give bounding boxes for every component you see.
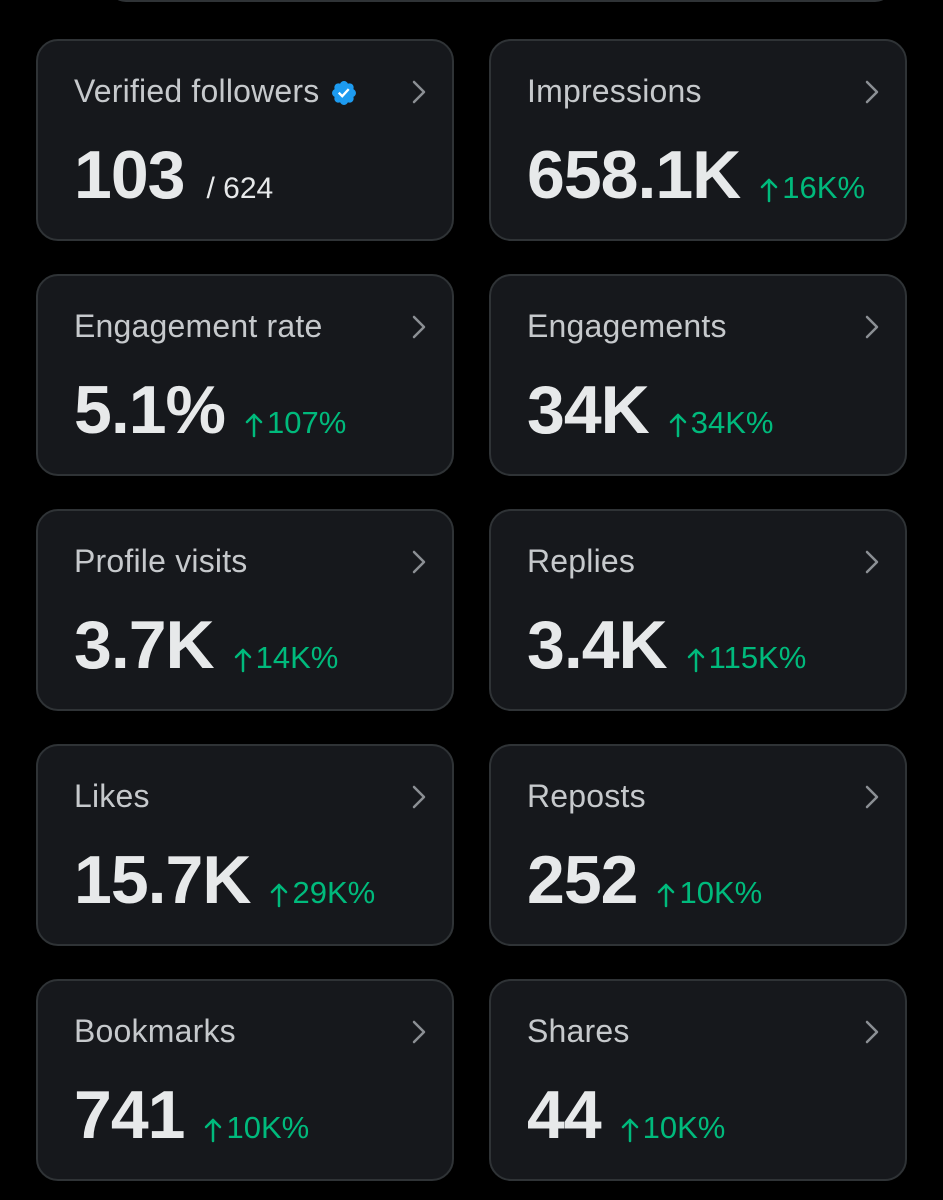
card-likes[interactable]: Likes 15.7K 29K% — [36, 744, 454, 946]
value-row: 44 10K% — [527, 1081, 725, 1149]
chevron-right-icon — [412, 1020, 426, 1044]
metric-value: 103 — [74, 137, 185, 213]
arrow-up-icon — [245, 413, 263, 438]
card-label-row: Engagement rate — [74, 308, 323, 345]
metric-value: 252 — [527, 842, 638, 918]
card-label: Engagement rate — [74, 308, 323, 344]
metric-change: 29K% — [270, 875, 375, 911]
card-label-row: Verified followers — [74, 73, 358, 110]
card-label-row: Reposts — [527, 778, 646, 815]
card-label: Reposts — [527, 778, 646, 814]
metric-change: 10K% — [657, 875, 762, 911]
card-label-row: Engagements — [527, 308, 727, 345]
chevron-right-icon — [865, 550, 879, 574]
metric-value: 5.1% — [74, 372, 226, 448]
chevron-right-icon — [412, 315, 426, 339]
previous-card-edge — [108, 0, 893, 2]
card-bookmarks[interactable]: Bookmarks 741 10K% — [36, 979, 454, 1181]
value-row: 3.7K 14K% — [74, 611, 338, 679]
card-label: Verified followers — [74, 73, 320, 109]
value-row: 741 10K% — [74, 1081, 309, 1149]
arrow-up-icon — [621, 1118, 638, 1143]
card-profile-visits[interactable]: Profile visits 3.7K 14K% — [36, 509, 454, 711]
card-label: Impressions — [527, 73, 702, 109]
arrow-up-icon — [234, 648, 251, 673]
arrow-up-icon — [687, 648, 704, 673]
card-label: Engagements — [527, 308, 727, 344]
card-label: Shares — [527, 1013, 630, 1049]
card-replies[interactable]: Replies 3.4K 115K% — [489, 509, 907, 711]
card-reposts[interactable]: Reposts 252 10K% — [489, 744, 907, 946]
metric-change-value: 14K% — [255, 640, 339, 675]
card-label-row: Shares — [527, 1013, 630, 1050]
value-row: 5.1% 107% — [74, 376, 346, 444]
metric-change-value: 10K% — [642, 1110, 726, 1145]
metric-value: 15.7K — [74, 842, 251, 918]
metric-value: 34K — [527, 372, 650, 448]
card-label-row: Likes — [74, 778, 150, 815]
chevron-right-icon — [412, 80, 426, 104]
metric-change: 14K% — [234, 640, 339, 676]
value-row: 658.1K 16K% — [527, 141, 865, 209]
metric-value: 658.1K — [527, 137, 741, 213]
arrow-up-icon — [658, 883, 675, 908]
metric-value: 741 — [74, 1077, 185, 1153]
chevron-right-icon — [412, 550, 426, 574]
card-label: Likes — [74, 778, 150, 814]
metric-change: 34K% — [669, 405, 774, 441]
verified-badge-icon — [330, 78, 358, 106]
metric-change-value: 115K% — [708, 640, 807, 675]
metric-subtotal: / 624 — [206, 172, 274, 205]
metrics-grid: Verified followers 103 / 624 Impressions… — [36, 39, 907, 1181]
chevron-right-icon — [865, 315, 879, 339]
card-label: Replies — [527, 543, 636, 579]
metric-value: 3.7K — [74, 607, 215, 683]
arrow-up-icon — [669, 413, 686, 438]
card-impressions[interactable]: Impressions 658.1K 16K% — [489, 39, 907, 241]
chevron-right-icon — [412, 785, 426, 809]
metric-change-value: 107% — [267, 405, 347, 440]
metric-change-value: 10K% — [679, 875, 763, 910]
chevron-right-icon — [865, 1020, 879, 1044]
metric-change-value: 16K% — [782, 170, 866, 205]
value-row: 15.7K 29K% — [74, 846, 375, 914]
value-row: 103 / 624 — [74, 141, 273, 209]
metric-change-value: 10K% — [226, 1110, 310, 1145]
card-label-row: Profile visits — [74, 543, 248, 580]
metric-change: 10K% — [621, 1110, 726, 1146]
metric-change: 16K% — [760, 170, 865, 206]
metric-change-value: 34K% — [690, 405, 774, 440]
card-engagement-rate[interactable]: Engagement rate 5.1% 107% — [36, 274, 454, 476]
arrow-up-icon — [271, 883, 288, 908]
card-label-row: Impressions — [527, 73, 702, 110]
value-row: 34K 34K% — [527, 376, 773, 444]
metric-change: 115K% — [687, 640, 807, 676]
metric-value: 3.4K — [527, 607, 668, 683]
chevron-right-icon — [865, 80, 879, 104]
metric-change: 107% — [245, 405, 346, 441]
arrow-up-icon — [205, 1118, 222, 1143]
value-row: 3.4K 115K% — [527, 611, 806, 679]
arrow-up-icon — [761, 178, 778, 203]
metric-change-value: 29K% — [292, 875, 376, 910]
value-row: 252 10K% — [527, 846, 762, 914]
card-label: Profile visits — [74, 543, 248, 579]
card-label-row: Replies — [527, 543, 635, 580]
card-shares[interactable]: Shares 44 10K% — [489, 979, 907, 1181]
card-label: Bookmarks — [74, 1013, 236, 1049]
card-engagements[interactable]: Engagements 34K 34K% — [489, 274, 907, 476]
card-verified-followers[interactable]: Verified followers 103 / 624 — [36, 39, 454, 241]
metric-value: 44 — [527, 1077, 602, 1153]
card-label-row: Bookmarks — [74, 1013, 236, 1050]
chevron-right-icon — [865, 785, 879, 809]
metric-change: 10K% — [204, 1110, 309, 1146]
